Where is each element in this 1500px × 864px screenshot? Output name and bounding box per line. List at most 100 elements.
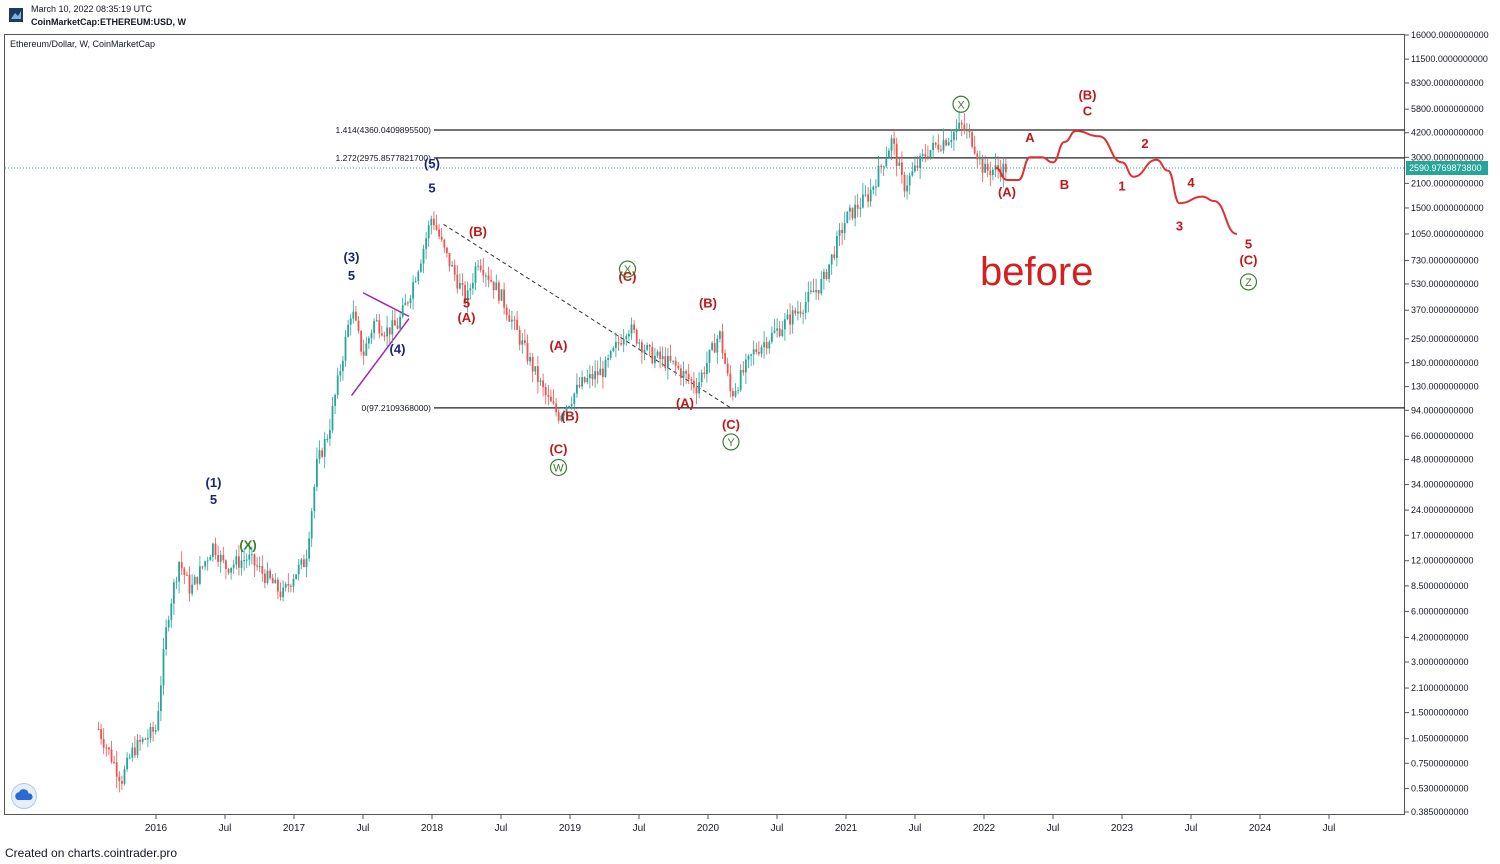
- candle-body: [947, 142, 950, 146]
- triangle-upper-line[interactable]: [362, 292, 410, 318]
- wave-circle-label: Y: [727, 437, 735, 449]
- x-tick-label: Jul: [219, 823, 232, 834]
- candle-body: [752, 349, 755, 355]
- candle-body: [664, 356, 667, 369]
- candle-body: [498, 282, 500, 301]
- wave-label: (B): [699, 295, 717, 310]
- candle-body: [295, 574, 297, 580]
- candle-body: [477, 265, 479, 267]
- triangle-lower-line[interactable]: [350, 318, 410, 397]
- y-tick-label: 730.0000000000: [1411, 256, 1479, 266]
- candle-body: [173, 582, 175, 604]
- candle-body: [453, 265, 456, 275]
- annotation-text: before: [980, 250, 1094, 294]
- candle-body: [903, 174, 906, 192]
- candle-body: [141, 738, 144, 742]
- candle-body: [279, 591, 282, 598]
- candle-body: [765, 342, 768, 349]
- candle-body: [750, 354, 752, 356]
- candle-body: [448, 253, 451, 267]
- candle-body: [607, 357, 609, 360]
- candle-body: [901, 162, 903, 175]
- candle-body: [420, 263, 422, 272]
- candle-body: [274, 579, 277, 584]
- candle-body: [877, 165, 880, 187]
- trend-line[interactable]: [443, 223, 732, 409]
- candle-body: [193, 576, 196, 585]
- wave-label: 5: [463, 295, 470, 310]
- candle-body: [893, 138, 895, 144]
- candle-body: [674, 360, 677, 366]
- candle-body: [885, 157, 888, 167]
- candle-body: [383, 335, 386, 337]
- wave-circle-label: W: [553, 462, 564, 474]
- candle-body: [732, 391, 734, 397]
- candle-body: [396, 325, 399, 329]
- candle-body: [144, 738, 147, 740]
- forecast-path[interactable]: [995, 130, 1238, 236]
- wave-circle-label: Z: [1245, 277, 1252, 289]
- candle-body: [256, 565, 258, 567]
- candle-body: [646, 345, 648, 350]
- candle-body: [154, 730, 157, 732]
- candle-body: [841, 229, 843, 234]
- candle-body: [908, 175, 911, 186]
- candle-body: [612, 347, 615, 351]
- x-tick-label: Jul: [633, 823, 646, 834]
- candle-body: [703, 372, 706, 374]
- x-tick-label: 2016: [145, 823, 168, 834]
- x-tick-label: 2019: [559, 823, 582, 834]
- candle-body: [945, 140, 947, 146]
- candle-body: [807, 291, 810, 302]
- candle-body: [425, 238, 427, 249]
- y-tick-label: 16000.0000000000: [1411, 30, 1489, 40]
- candle-body: [160, 685, 162, 712]
- candle-body: [391, 320, 394, 335]
- candle-body: [433, 218, 435, 226]
- candle-body: [971, 132, 973, 147]
- candle-body: [625, 336, 628, 339]
- y-tick-label: 3.0000000000: [1411, 657, 1469, 667]
- chart-pane[interactable]: [4, 34, 1405, 815]
- candle-body: [984, 163, 986, 173]
- candle-body: [882, 166, 885, 168]
- y-tick-label: 2.1000000000: [1411, 683, 1469, 693]
- candle-body: [677, 365, 680, 369]
- candle-body: [942, 140, 945, 151]
- candle-body: [323, 439, 326, 457]
- candle-body: [303, 559, 305, 568]
- candle-body: [745, 359, 747, 373]
- candle-body: [542, 380, 544, 388]
- candle-body: [979, 157, 981, 160]
- candle-body: [362, 351, 365, 356]
- candle-body: [417, 271, 420, 282]
- candle-body: [875, 186, 877, 188]
- x-tick-label: Jul: [1323, 823, 1336, 834]
- candle-body: [212, 543, 214, 557]
- cloud-icon[interactable]: [11, 783, 37, 809]
- candle-body: [118, 776, 121, 782]
- candle-body: [422, 248, 425, 264]
- wave-label: C: [1083, 104, 1093, 119]
- chart-header: March 10, 2022 08:35:19 UTC CoinMarketCa…: [0, 0, 1500, 34]
- candle-body: [594, 371, 596, 380]
- candle-body: [960, 122, 963, 125]
- candle-body: [820, 279, 823, 294]
- candle-body: [149, 726, 152, 738]
- candle-body: [206, 560, 209, 562]
- candle-body: [555, 403, 557, 413]
- candle-body: [698, 382, 700, 394]
- candle-body: [126, 757, 128, 770]
- candle-body: [958, 122, 960, 129]
- candle-body: [804, 301, 807, 313]
- wave-circle: [722, 433, 740, 451]
- y-tick-label: 11500.0000000000: [1411, 54, 1488, 64]
- wave-circle: [618, 260, 637, 278]
- candle-body: [781, 329, 784, 336]
- candle-body: [854, 204, 856, 219]
- wave-label: 5: [428, 181, 435, 196]
- candle-body: [973, 146, 976, 154]
- candle-body: [557, 412, 560, 421]
- candle-body: [248, 554, 251, 560]
